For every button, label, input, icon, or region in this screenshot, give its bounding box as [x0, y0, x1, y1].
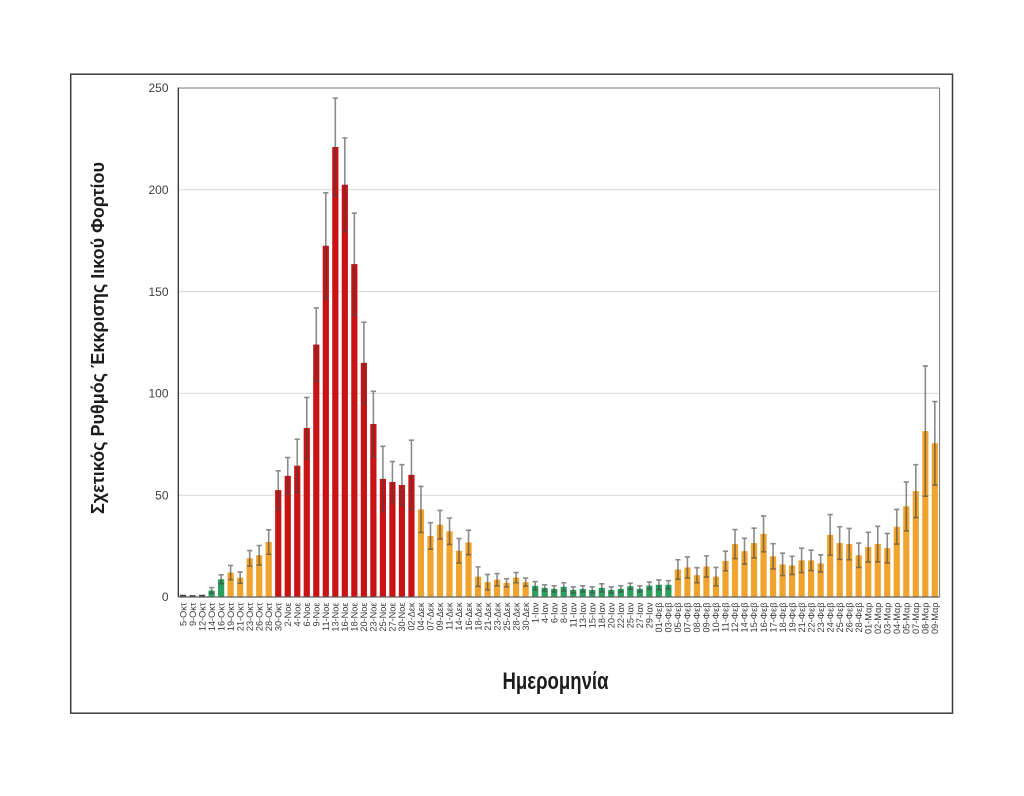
- svg-text:20-Νοε: 20-Νοε: [359, 603, 369, 632]
- svg-text:22-Ιαν: 22-Ιαν: [616, 602, 626, 628]
- svg-text:09-Φεβ: 09-Φεβ: [702, 603, 712, 633]
- svg-text:200: 200: [148, 183, 168, 197]
- svg-text:16-Οκτ: 16-Οκτ: [216, 602, 226, 631]
- svg-text:8-Ιαν: 8-Ιαν: [559, 602, 569, 623]
- svg-text:25-Δεκ: 25-Δεκ: [502, 602, 512, 631]
- svg-text:16-Νοε: 16-Νοε: [340, 603, 350, 632]
- svg-text:11-Φεβ: 11-Φεβ: [721, 603, 731, 632]
- svg-text:15-Ιαν: 15-Ιαν: [587, 602, 597, 628]
- svg-text:02-Δεκ: 02-Δεκ: [407, 602, 417, 631]
- svg-text:19-Φεβ: 19-Φεβ: [787, 603, 797, 633]
- svg-text:11-Ιαν: 11-Ιαν: [568, 602, 578, 627]
- svg-text:07-Μαρ: 07-Μαρ: [911, 603, 921, 634]
- svg-text:18-Ιαν: 18-Ιαν: [597, 602, 607, 628]
- svg-text:09-Μαρ: 09-Μαρ: [930, 603, 940, 634]
- svg-text:11-Δεκ: 11-Δεκ: [445, 602, 455, 630]
- svg-text:25-Ιαν: 25-Ιαν: [626, 602, 636, 628]
- svg-text:150: 150: [148, 285, 168, 299]
- svg-text:18-Φεβ: 18-Φεβ: [778, 603, 788, 633]
- svg-text:27-Νοε: 27-Νοε: [388, 603, 398, 632]
- svg-text:09-Δεκ: 09-Δεκ: [435, 602, 445, 631]
- svg-text:18-Νοε: 18-Νοε: [350, 603, 360, 632]
- svg-text:14-Οκτ: 14-Οκτ: [207, 602, 217, 631]
- svg-text:9-Νοε: 9-Νοε: [311, 603, 321, 627]
- svg-text:12-Οκτ: 12-Οκτ: [197, 602, 207, 631]
- svg-text:25-Φεβ: 25-Φεβ: [835, 603, 845, 633]
- svg-text:02-Μαρ: 02-Μαρ: [873, 603, 883, 634]
- svg-text:25-Νοε: 25-Νοε: [378, 603, 388, 632]
- svg-text:04-Μαρ: 04-Μαρ: [892, 603, 902, 634]
- svg-text:04-Δεκ: 04-Δεκ: [416, 602, 426, 631]
- svg-text:30-Νοε: 30-Νοε: [397, 603, 407, 632]
- svg-text:07-Φεβ: 07-Φεβ: [683, 603, 693, 633]
- svg-text:27-Ιαν: 27-Ιαν: [635, 602, 645, 628]
- svg-text:100: 100: [148, 387, 168, 401]
- svg-text:250: 250: [148, 81, 168, 95]
- svg-text:03-Φεβ: 03-Φεβ: [664, 603, 674, 633]
- svg-text:21-Δεκ: 21-Δεκ: [483, 602, 493, 631]
- svg-text:13-Ιαν: 13-Ιαν: [578, 602, 588, 628]
- svg-text:15-Φεβ: 15-Φεβ: [749, 603, 759, 633]
- svg-text:5-Οκτ: 5-Οκτ: [178, 602, 188, 626]
- svg-text:28-Δεκ: 28-Δεκ: [511, 602, 521, 631]
- svg-text:01-Μαρ: 01-Μαρ: [863, 603, 873, 634]
- svg-text:07-Δεκ: 07-Δεκ: [426, 602, 436, 631]
- svg-text:6-Ιαν: 6-Ιαν: [549, 602, 559, 623]
- svg-text:Ημερομηνία: Ημερομηνία: [503, 668, 609, 695]
- svg-text:19-Οκτ: 19-Οκτ: [226, 602, 236, 631]
- svg-text:1-Ιαν: 1-Ιαν: [530, 602, 540, 623]
- svg-text:21-Οκτ: 21-Οκτ: [235, 602, 245, 631]
- svg-text:28-Φεβ: 28-Φεβ: [854, 603, 864, 633]
- svg-text:29-Ιαν: 29-Ιαν: [645, 602, 655, 628]
- svg-text:14-Δεκ: 14-Δεκ: [454, 602, 464, 631]
- svg-text:16-Δεκ: 16-Δεκ: [464, 602, 474, 631]
- svg-text:05-Φεβ: 05-Φεβ: [673, 603, 683, 633]
- svg-text:17-Φεβ: 17-Φεβ: [768, 603, 778, 633]
- svg-text:2-Νοε: 2-Νοε: [283, 603, 293, 627]
- svg-text:28-Οκτ: 28-Οκτ: [264, 602, 274, 631]
- svg-text:50: 50: [155, 488, 169, 502]
- svg-text:21-Φεβ: 21-Φεβ: [797, 603, 807, 633]
- svg-text:08-Μαρ: 08-Μαρ: [921, 603, 931, 634]
- svg-text:01-Φεβ: 01-Φεβ: [654, 603, 664, 633]
- svg-text:16-Φεβ: 16-Φεβ: [759, 603, 769, 633]
- svg-text:20-Ιαν: 20-Ιαν: [606, 602, 616, 628]
- svg-text:22-Φεβ: 22-Φεβ: [806, 603, 816, 633]
- svg-text:4-Ιαν: 4-Ιαν: [540, 602, 550, 623]
- svg-text:4-Νοε: 4-Νοε: [292, 603, 302, 627]
- svg-text:30-Δεκ: 30-Δεκ: [521, 602, 531, 631]
- svg-text:0: 0: [162, 590, 169, 604]
- svg-text:13-Νοε: 13-Νοε: [331, 603, 341, 632]
- svg-text:11-Νοε: 11-Νοε: [321, 603, 331, 631]
- svg-text:26-Οκτ: 26-Οκτ: [254, 602, 264, 631]
- svg-text:23-Δεκ: 23-Δεκ: [492, 602, 502, 631]
- svg-text:23-Φεβ: 23-Φεβ: [816, 603, 826, 633]
- svg-text:6-Νοε: 6-Νοε: [302, 603, 312, 627]
- svg-text:05-Μαρ: 05-Μαρ: [901, 603, 911, 634]
- svg-text:18-Δεκ: 18-Δεκ: [473, 602, 483, 631]
- svg-text:10-Φεβ: 10-Φεβ: [711, 603, 721, 633]
- svg-text:08-Φεβ: 08-Φεβ: [692, 603, 702, 633]
- svg-text:Σχετικός Ρυθμός Έκκρισης Ιικού: Σχετικός Ρυθμός Έκκρισης Ιικού Φορτίου: [88, 162, 108, 514]
- svg-text:23-Νοε: 23-Νοε: [369, 603, 379, 632]
- svg-text:9-Οκτ: 9-Οκτ: [188, 602, 198, 626]
- svg-text:26-Φεβ: 26-Φεβ: [844, 603, 854, 633]
- svg-text:12-Φεβ: 12-Φεβ: [730, 603, 740, 633]
- svg-text:24-Φεβ: 24-Φεβ: [825, 603, 835, 633]
- svg-text:03-Μαρ: 03-Μαρ: [882, 603, 892, 634]
- svg-text:23-Οκτ: 23-Οκτ: [245, 602, 255, 631]
- svg-text:30-Οκτ: 30-Οκτ: [273, 602, 283, 631]
- svg-text:14-Φεβ: 14-Φεβ: [740, 603, 750, 633]
